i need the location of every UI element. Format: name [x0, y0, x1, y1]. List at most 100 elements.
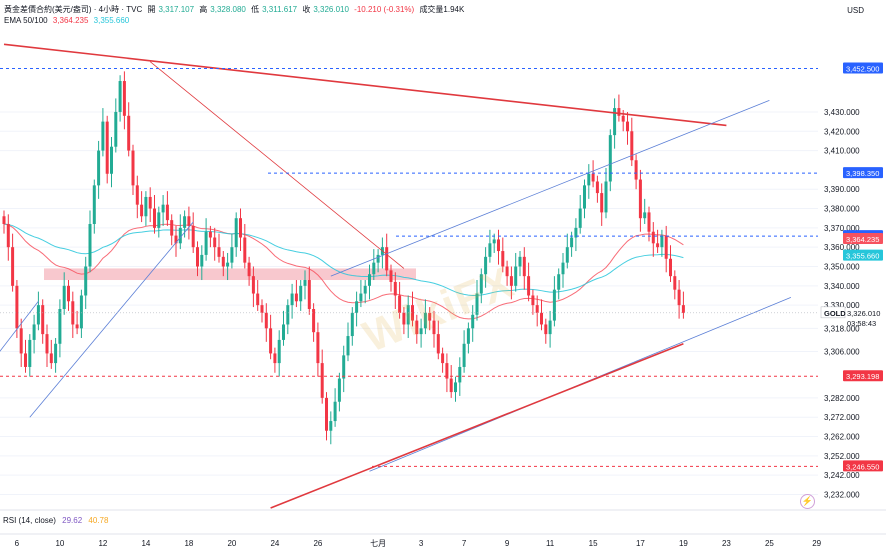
ema-label: EMA 50/100: [4, 16, 48, 25]
close-value: 3,326.010: [313, 5, 349, 14]
candle-body: [548, 320, 552, 335]
candle-body: [286, 305, 290, 325]
candle-body: [41, 305, 45, 335]
candle-body: [226, 262, 230, 267]
ema-50-value: 3,364.235: [52, 16, 89, 25]
candle-body: [660, 235, 664, 248]
candle-body: [67, 285, 70, 302]
candle-body: [669, 258, 672, 277]
candle-body: [578, 208, 582, 228]
y-tick-label: 3,282.000: [824, 394, 860, 403]
y-tick-label: 3,232.000: [824, 490, 860, 499]
candle-body: [92, 185, 96, 224]
current-price-label: 3,326.010: [847, 309, 880, 318]
candle-body: [213, 237, 217, 248]
candle-body: [423, 312, 427, 329]
symbol-tag: [820, 306, 846, 319]
candle-body: [557, 274, 561, 290]
candle-body: [329, 421, 333, 431]
candle-body: [325, 397, 328, 431]
candle-body: [101, 121, 105, 151]
candle-body: [79, 295, 83, 329]
candle-body: [11, 247, 15, 286]
ema-legend[interactable]: EMA 50/100 3,364.235 3,355.660: [4, 16, 132, 25]
candle-body: [28, 339, 32, 367]
candle-body: [681, 305, 685, 313]
candle-body: [613, 108, 617, 136]
symbol-title[interactable]: 黃金差價合約(美元/盎司) · 4小時 · TVC: [4, 5, 143, 14]
falling-trendline: [149, 61, 405, 269]
y-tick-label: 3,420.000: [824, 127, 860, 136]
y-tick-label: 3,330.000: [824, 301, 860, 310]
candle-body: [441, 353, 445, 364]
low-label: 低: [251, 5, 260, 14]
candle-body: [492, 239, 496, 244]
candle-body: [531, 295, 535, 306]
x-tick-label: 18: [184, 539, 193, 548]
candle-body: [312, 309, 316, 333]
x-tick-label: 26: [313, 539, 322, 548]
candle-body: [376, 254, 380, 263]
candle-body: [673, 276, 677, 290]
x-tick-label: 23: [722, 539, 731, 548]
x-tick-label: 14: [141, 539, 150, 548]
ema-100-value: 3,355.660: [93, 16, 130, 25]
price-label-text: 3,355.660: [846, 252, 879, 261]
candle-body: [337, 378, 341, 402]
candle-body: [19, 328, 23, 354]
candle-body: [243, 237, 247, 263]
x-tick-label: 12: [98, 539, 107, 548]
candle-body: [290, 293, 294, 306]
candle-body: [475, 293, 479, 315]
candle-body: [251, 276, 255, 294]
candle-body: [187, 216, 191, 226]
candle-body: [505, 266, 509, 277]
open-label: 開: [147, 5, 156, 14]
candle-body: [161, 204, 165, 213]
currency-label[interactable]: USD: [847, 6, 864, 15]
resistance-trendline: [3, 43, 727, 127]
candle-body: [62, 285, 66, 310]
candle-body: [140, 204, 144, 217]
candle-body: [148, 196, 152, 209]
candle-body: [359, 293, 363, 302]
candle-body: [346, 336, 350, 356]
x-tick-label: 20: [227, 539, 236, 548]
candle-body: [170, 220, 174, 236]
volume-label: 成交量1.94K: [419, 5, 465, 14]
candle-body: [449, 378, 453, 393]
candle-body: [479, 274, 483, 294]
y-tick-label: 3,380.000: [824, 205, 860, 214]
candle-body: [15, 285, 19, 329]
x-tick-label: 15: [589, 539, 598, 548]
candle-body: [165, 204, 169, 221]
candle-body: [84, 266, 88, 296]
candle-body: [269, 328, 273, 354]
candle-body: [157, 212, 161, 228]
candle-body: [191, 225, 195, 248]
candle-body: [608, 135, 612, 182]
candle-body: [656, 243, 660, 248]
lightning-icon[interactable]: ⚡: [800, 494, 815, 509]
candle-body: [462, 343, 466, 367]
candle-body: [54, 343, 58, 364]
candle-body: [32, 324, 36, 340]
x-tick-label: 29: [812, 539, 821, 548]
close-label: 收: [302, 5, 311, 14]
candle-body: [436, 334, 440, 354]
y-tick-label: 3,430.000: [824, 108, 860, 117]
candle-body: [118, 81, 122, 112]
candle-body: [570, 237, 574, 248]
rsi-legend[interactable]: RSI (14, close) 29.62 40.78: [3, 516, 112, 525]
x-tick-label: 19: [679, 539, 688, 548]
candle-body: [178, 227, 182, 244]
x-tick-label: 7: [462, 539, 467, 548]
y-tick-label: 3,390.000: [824, 185, 860, 194]
candle-body: [127, 115, 131, 151]
candle-body: [307, 280, 311, 310]
change-value: -10.210 (-0.31%): [354, 5, 415, 14]
candle-body: [518, 256, 522, 267]
candle-body: [522, 256, 526, 277]
candle-body: [153, 208, 156, 228]
